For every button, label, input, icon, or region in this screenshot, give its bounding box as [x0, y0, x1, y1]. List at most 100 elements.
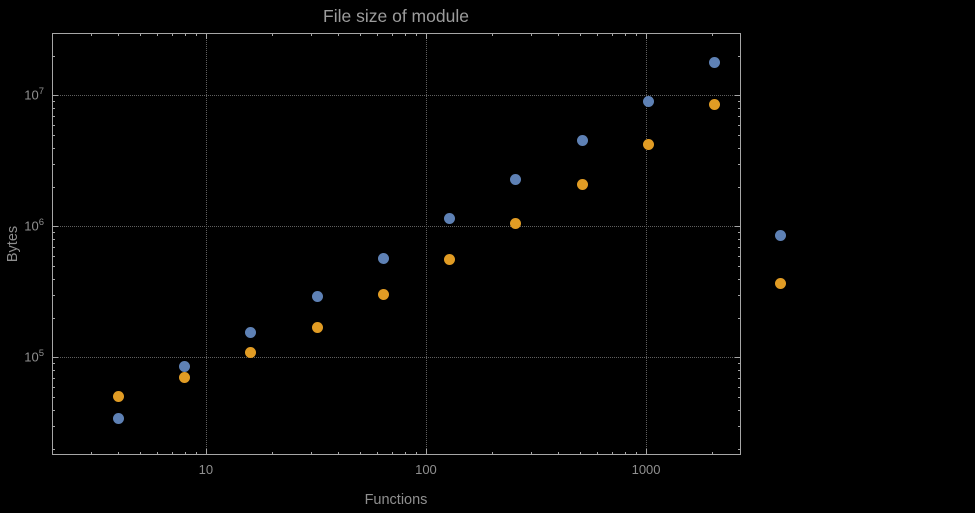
y-tick-mark	[738, 163, 741, 165]
x-tick-mark	[635, 452, 637, 455]
gridline-vertical	[205, 33, 207, 455]
y-tick-mark	[52, 318, 55, 320]
y-tick-label: 105	[24, 348, 44, 365]
y-tick-mark	[735, 357, 741, 359]
x-tick-mark	[272, 452, 274, 455]
x-tick-mark	[52, 452, 53, 455]
y-tick-mark	[52, 33, 55, 34]
orange-data-point	[377, 289, 389, 301]
x-tick-mark	[558, 452, 560, 455]
x-tick-mark	[425, 449, 427, 455]
x-tick-mark	[597, 33, 599, 36]
x-tick-mark	[184, 452, 186, 455]
blue-data-point	[245, 327, 257, 339]
x-tick-mark	[359, 452, 361, 455]
y-tick-mark	[738, 187, 741, 189]
gridline-vertical	[425, 33, 427, 455]
y-tick-mark	[735, 226, 741, 228]
blue-data-point	[112, 413, 124, 425]
x-tick-mark	[391, 33, 393, 36]
x-tick-mark	[195, 452, 197, 455]
x-tick-mark	[377, 33, 379, 36]
blue-data-point	[444, 213, 456, 225]
y-axis-label: Bytes	[5, 225, 21, 263]
y-tick-mark	[52, 101, 55, 103]
x-tick-mark	[52, 33, 53, 36]
x-tick-mark	[157, 33, 159, 36]
x-tick-mark	[338, 452, 340, 455]
y-tick-mark	[738, 239, 741, 241]
x-tick-mark	[359, 33, 361, 36]
y-tick-mark	[52, 239, 55, 241]
x-tick-label: 100	[415, 462, 437, 477]
gridline-horizontal	[52, 357, 741, 359]
x-tick-mark	[712, 33, 714, 36]
x-tick-mark	[530, 33, 532, 36]
x-tick-mark	[139, 33, 141, 36]
orange-data-point	[775, 277, 787, 289]
y-tick-mark	[52, 134, 55, 136]
x-tick-mark	[530, 452, 532, 455]
y-tick-mark	[52, 363, 55, 365]
y-tick-mark	[738, 370, 741, 372]
x-tick-mark	[90, 452, 92, 455]
x-axis-label: Functions	[364, 492, 428, 508]
x-tick-mark	[90, 33, 92, 36]
orange-data-point	[709, 99, 721, 111]
y-tick-mark	[738, 294, 741, 296]
blue-data-point	[179, 361, 191, 373]
x-tick-mark	[404, 33, 406, 36]
y-tick-mark	[52, 255, 55, 257]
x-tick-mark	[377, 452, 379, 455]
y-tick-label: 106	[24, 217, 44, 234]
gridline-vertical	[646, 33, 648, 455]
y-tick-mark	[738, 278, 741, 280]
x-tick-mark	[597, 452, 599, 455]
chart-title: File size of module	[323, 6, 469, 26]
y-tick-mark	[738, 363, 741, 365]
y-tick-mark	[738, 115, 741, 117]
orange-data-point	[179, 372, 191, 384]
y-tick-mark	[735, 95, 741, 97]
x-tick-mark	[157, 452, 159, 455]
x-tick-mark	[425, 33, 427, 39]
x-tick-mark	[579, 452, 581, 455]
y-tick-mark	[52, 147, 55, 149]
y-tick-mark	[738, 255, 741, 257]
y-tick-mark	[52, 377, 55, 379]
y-tick-mark	[738, 386, 741, 388]
y-tick-mark	[52, 163, 55, 165]
y-tick-mark	[738, 33, 741, 34]
x-tick-mark	[646, 449, 648, 455]
y-tick-mark	[738, 124, 741, 126]
y-tick-mark	[52, 278, 55, 280]
y-tick-mark	[52, 409, 55, 411]
x-tick-mark	[492, 33, 494, 36]
y-tick-mark	[52, 115, 55, 117]
x-tick-mark	[611, 452, 613, 455]
y-tick-mark	[738, 449, 741, 450]
x-tick-mark	[184, 33, 186, 36]
y-tick-mark	[52, 449, 55, 450]
x-tick-mark	[611, 33, 613, 36]
x-tick-mark	[118, 33, 120, 36]
x-tick-mark	[558, 33, 560, 36]
y-tick-mark	[738, 134, 741, 136]
x-tick-label: 1000	[631, 462, 661, 477]
x-tick-mark	[118, 452, 120, 455]
y-tick-mark	[52, 294, 55, 296]
orange-data-point	[510, 218, 522, 230]
orange-data-point	[444, 253, 456, 265]
blue-data-point	[642, 95, 654, 107]
y-tick-mark	[738, 409, 741, 411]
y-tick-mark	[52, 246, 55, 248]
y-tick-mark	[52, 370, 55, 372]
x-tick-mark	[635, 33, 637, 36]
x-tick-mark	[404, 452, 406, 455]
x-tick-mark	[171, 452, 173, 455]
x-tick-mark	[646, 33, 648, 39]
blue-data-point	[377, 252, 389, 264]
gridline-horizontal	[52, 95, 741, 97]
x-tick-mark	[205, 449, 207, 455]
